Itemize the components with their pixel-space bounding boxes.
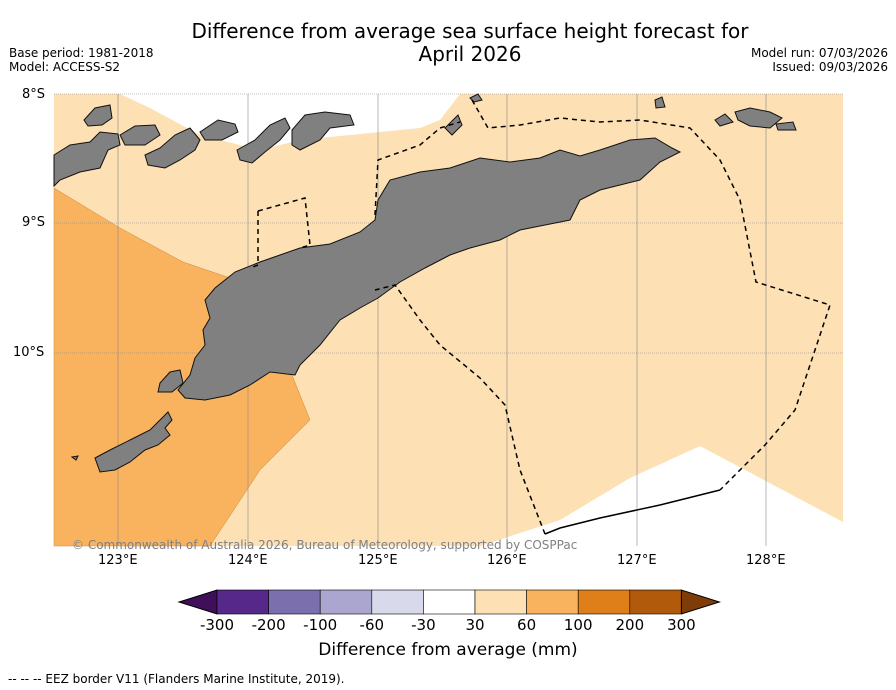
rote-island xyxy=(157,369,184,393)
anomaly-region-neutral-bottom xyxy=(480,446,843,546)
colorbar-segment xyxy=(629,589,682,615)
map-title: Difference from average sea surface heig… xyxy=(170,20,770,66)
colorbar-tick-label: -30 xyxy=(411,616,436,634)
islet-d xyxy=(199,119,239,141)
lon-label-127e: 127°E xyxy=(617,553,657,568)
issued-date: Issued: 09/03/2026 xyxy=(772,60,888,74)
base-period: Base period: 1981-2018 xyxy=(9,46,154,60)
islet-g xyxy=(654,96,666,109)
colorbar-tick-label: 100 xyxy=(563,616,593,634)
colorbar-segment xyxy=(371,589,424,615)
colorbar-tick-label: -200 xyxy=(251,616,286,634)
colorbar-tick-label: 30 xyxy=(465,616,485,634)
lon-label-124e: 124°E xyxy=(228,553,268,568)
map-title-line1: Difference from average sea surface heig… xyxy=(191,19,749,43)
colorbar-segment xyxy=(268,589,321,615)
eez-line-north xyxy=(374,121,461,216)
colorbar-segment xyxy=(474,589,527,615)
lon-label-128e: 128°E xyxy=(746,553,786,568)
colorbar-extend-high xyxy=(680,589,722,615)
lon-label-123e: 123°E xyxy=(98,553,138,568)
colorbar-tick-label: 200 xyxy=(615,616,645,634)
lon-label-125e: 125°E xyxy=(358,553,398,568)
colorbar-tick-label: 60 xyxy=(517,616,537,634)
eez-line-south xyxy=(544,489,721,535)
meta-right: Model run: 07/03/2026 Issued: 09/03/2026 xyxy=(751,46,888,74)
islet-h xyxy=(714,113,734,127)
colorbar-segment xyxy=(319,589,373,615)
islet-b xyxy=(119,124,161,146)
timor-island xyxy=(177,137,682,401)
colorbar-extend-low xyxy=(177,589,218,615)
lat-label-10s: 10°S xyxy=(13,345,45,360)
copyright-notice: © Commonwealth of Australia 2026, Bureau… xyxy=(72,538,578,552)
colorbar-tick-label: 300 xyxy=(667,616,696,634)
colorbar-segment xyxy=(577,589,631,615)
colorbar-segment xyxy=(216,589,269,615)
eez-line-oecusse-west xyxy=(249,211,259,269)
eez-line-central xyxy=(374,284,546,535)
islet-west xyxy=(70,455,79,461)
land xyxy=(53,93,797,473)
alor-island xyxy=(291,111,355,151)
colorbar-label: Difference from average (mm) xyxy=(318,640,578,660)
lat-label-8s: 8°S xyxy=(22,87,46,102)
islet-a xyxy=(83,104,113,127)
model-run: Model run: 07/03/2026 xyxy=(750,46,888,60)
colorbar-tick-label: -60 xyxy=(359,616,385,634)
map-title-line2: April 2026 xyxy=(418,42,522,66)
islet-i xyxy=(734,107,783,129)
colorbar-tick-label: -100 xyxy=(303,616,338,634)
colorbar xyxy=(177,589,722,615)
model-name: Model: ACCESS-S2 xyxy=(9,60,121,74)
eez-footnote: -- -- -- EEZ border V11 (Flanders Marine… xyxy=(8,672,345,686)
meta-left: Base period: 1981-2018 Model: ACCESS-S2 xyxy=(9,46,154,74)
colorbar-segment xyxy=(423,589,476,615)
lat-label-9s: 9°S xyxy=(22,215,46,230)
eez-border xyxy=(249,99,831,535)
islet-j xyxy=(775,121,797,131)
islet-e xyxy=(444,114,463,136)
alor-west xyxy=(236,117,291,164)
colorbar-segment xyxy=(526,589,579,615)
sawu-island xyxy=(94,411,173,473)
islet-c xyxy=(144,127,201,169)
flores-island xyxy=(53,131,121,188)
colorbar-tick-label: -300 xyxy=(199,616,235,634)
eez-line-east xyxy=(471,99,831,491)
eez-line-oecusse xyxy=(257,197,311,249)
lon-label-126e: 126°E xyxy=(487,553,527,568)
